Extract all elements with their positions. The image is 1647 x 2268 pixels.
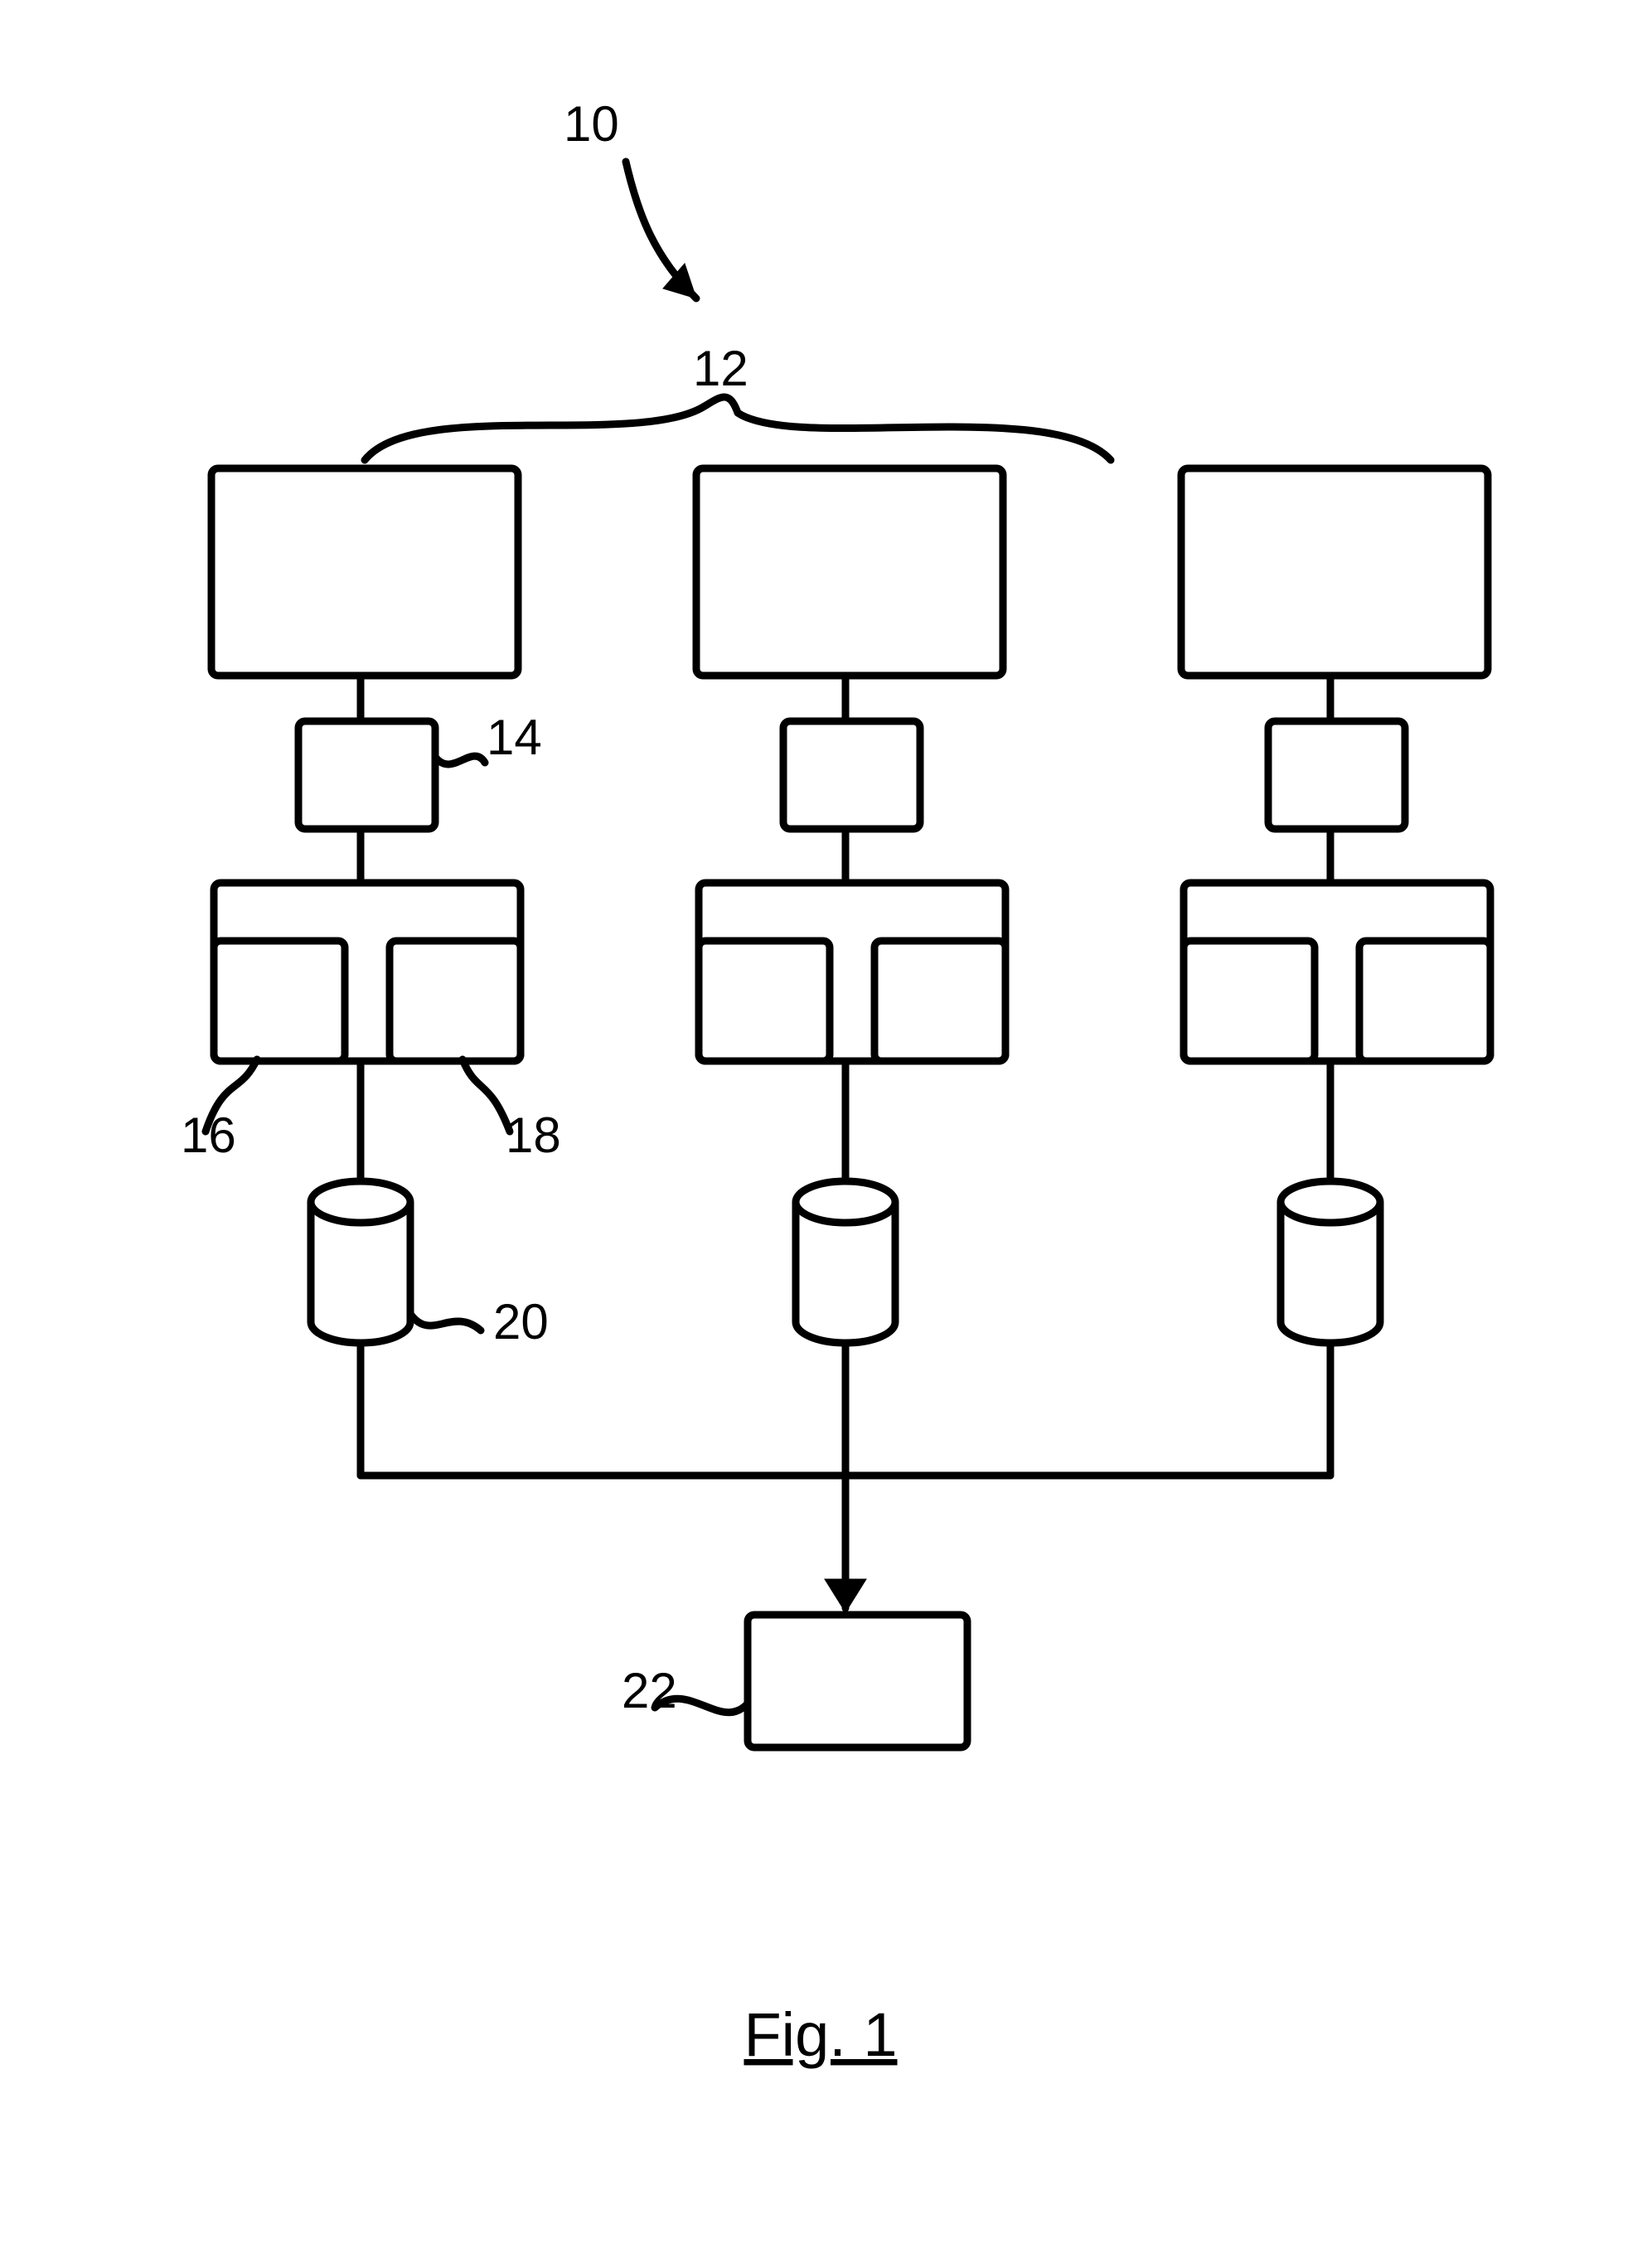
figure-caption: Fig. 1 [744, 2000, 897, 2069]
label-20: 20 [493, 1294, 549, 1350]
lead-s18 [463, 1059, 510, 1132]
lead-s20 [410, 1314, 481, 1330]
col2-pair-right [874, 941, 1005, 1061]
col1-pair-host [214, 883, 521, 1061]
label-14: 14 [487, 710, 542, 765]
label-12: 12 [693, 341, 748, 396]
col2-cylinder [796, 1181, 895, 1343]
col1-pair-left [214, 941, 345, 1061]
col2-top-box [696, 468, 1003, 676]
col3-mid-box [1268, 721, 1405, 829]
label-10: 10 [564, 96, 619, 152]
col1-pair-right [390, 941, 521, 1061]
col2-pair-left [699, 941, 830, 1061]
label-22: 22 [622, 1663, 677, 1718]
col3-pair-right [1359, 941, 1490, 1061]
col1-cylinder [311, 1181, 410, 1343]
col1-mid-box [298, 721, 435, 829]
bus-arrow-head [825, 1579, 866, 1612]
brace-12 [365, 397, 1111, 460]
col3-top-box [1181, 468, 1488, 676]
col2-pair-host [699, 883, 1005, 1061]
result-box [748, 1615, 967, 1747]
label-16: 16 [181, 1107, 236, 1163]
col2-mid-box [783, 721, 920, 829]
col3-cylinder [1281, 1181, 1380, 1343]
label-18: 18 [506, 1107, 561, 1163]
col3-pair-host [1184, 883, 1490, 1061]
col1-top-box [211, 468, 518, 676]
col3-pair-left [1184, 941, 1315, 1061]
lead-s14 [435, 756, 485, 764]
